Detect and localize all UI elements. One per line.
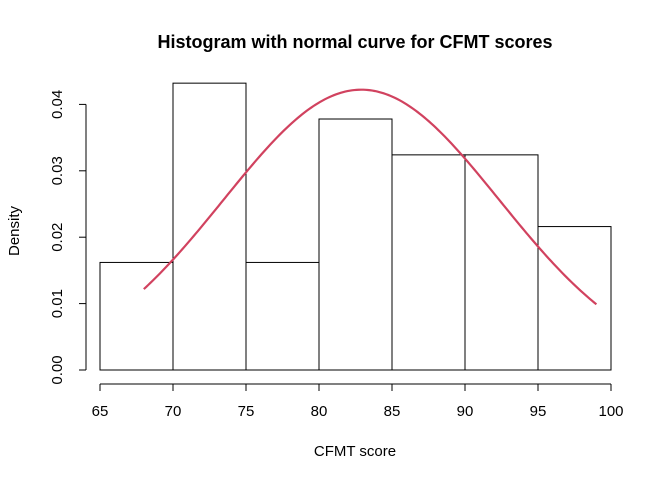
x-tick-label-90: 90 <box>457 403 474 420</box>
x-tick-label-80: 80 <box>311 403 328 420</box>
x-tick-label-75: 75 <box>238 403 255 420</box>
x-tick-label-65: 65 <box>92 403 109 420</box>
x-axis-label: CFMT score <box>314 443 396 460</box>
normal-curve-layer <box>143 88 598 306</box>
histogram-bars <box>99 82 612 371</box>
y-axis: 0.00 0.01 0.02 0.03 0.04 <box>49 90 87 385</box>
x-tick-label-85: 85 <box>384 403 401 420</box>
x-tick-label-70: 70 <box>165 403 182 420</box>
x-tick-label-95: 95 <box>530 403 547 420</box>
y-tick-label-0.04: 0.04 <box>49 90 66 119</box>
chart-title: Histogram with normal curve for CFMT sco… <box>157 32 552 52</box>
x-tick-label-100: 100 <box>598 403 623 420</box>
y-axis-label: Density <box>6 205 23 256</box>
y-tick-label-0.01: 0.01 <box>49 289 66 318</box>
y-tick-label-0.03: 0.03 <box>49 156 66 185</box>
histogram-bar-65-70 <box>99 261 174 371</box>
histogram-bar-70-75 <box>172 82 247 371</box>
histogram-bar-95-100 <box>537 226 612 371</box>
normal-curve-line <box>143 88 598 306</box>
histogram-bar-80-85 <box>318 118 393 371</box>
histogram-bar-85-90 <box>391 154 466 371</box>
histogram-bar-90-95 <box>464 154 539 371</box>
x-axis: 65 70 75 80 85 90 95 100 <box>92 383 624 420</box>
histogram-bar-75-80 <box>245 261 320 371</box>
y-tick-label-0.00: 0.00 <box>49 355 66 384</box>
y-tick-label-0.02: 0.02 <box>49 223 66 252</box>
